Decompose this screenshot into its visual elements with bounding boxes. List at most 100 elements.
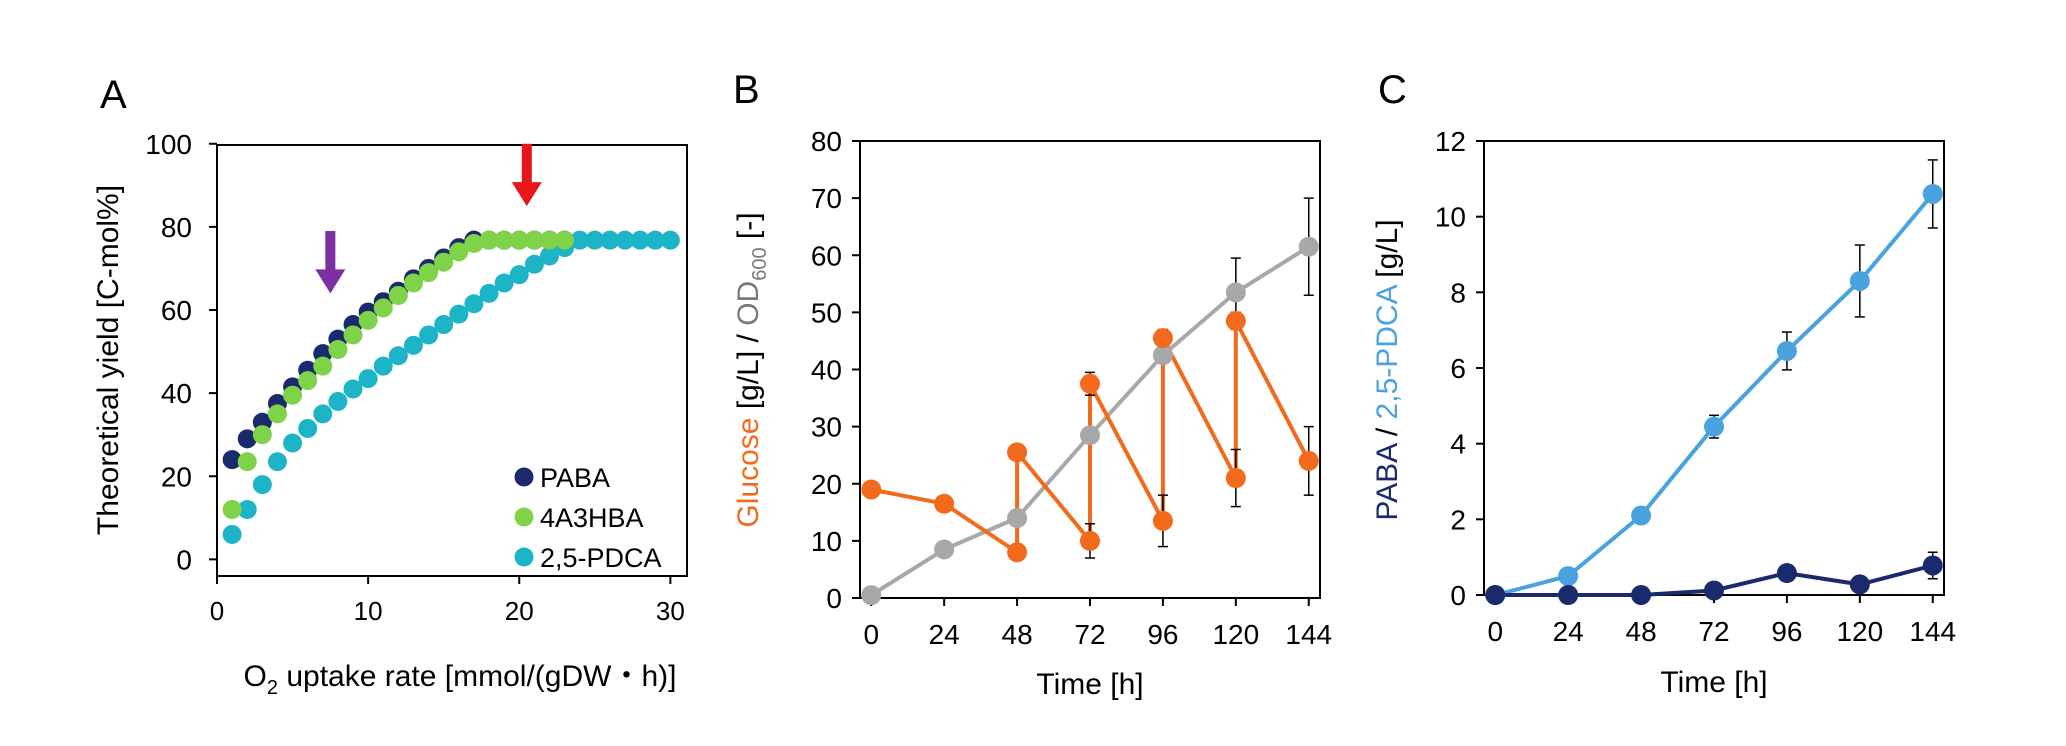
panel-c-y-tick-label: 10 <box>1435 202 1466 233</box>
panel-a-point-4a3hba <box>298 371 318 391</box>
legend-marker <box>514 467 534 487</box>
panel-a-point-4a3hba <box>494 230 514 250</box>
panel-a-point-4a3hba <box>343 325 363 345</box>
panel-b-point-glucose <box>1225 468 1246 489</box>
panel-a-point-25pdca <box>570 230 590 250</box>
panel-c-points <box>1485 183 1943 605</box>
panel-b-x-tick-label: 72 <box>1074 619 1105 650</box>
panel-a-point-25pdca <box>494 273 514 293</box>
panel-a-points <box>222 230 680 544</box>
panel-b-x-axis-label: Time [h] <box>1036 668 1143 701</box>
panel-a-point-25pdca <box>524 254 544 274</box>
panel-a-point-25pdca <box>267 452 287 472</box>
panel-c-point-25pdca <box>1558 566 1579 587</box>
panel-a-point-25pdca <box>237 500 257 520</box>
panel-a-point-25pdca <box>539 246 559 266</box>
legend-label: PABA <box>540 463 610 493</box>
panel-c-point-25pdca <box>1922 183 1943 204</box>
panel-a-point-4a3hba <box>313 356 333 376</box>
panel-a-point-25pdca <box>373 356 393 376</box>
panel-b-x-tick-label: 144 <box>1285 619 1332 650</box>
panel-b-point-od600 <box>1152 345 1173 366</box>
panel-c-y-tick-label: 6 <box>1450 353 1466 384</box>
panel-b-point-glucose <box>1080 373 1100 394</box>
panel-a-point-25pdca <box>419 325 439 345</box>
panel-a-point-25pdca <box>479 283 499 303</box>
panel-c-x-tick-label: 24 <box>1553 616 1584 647</box>
red-arrow <box>511 143 542 207</box>
panel-letter-c: C <box>1378 68 1407 112</box>
panel-c-y-tick-label: 12 <box>1435 126 1466 157</box>
legend-marker <box>514 547 534 567</box>
panel-b-y-tick-label: 20 <box>811 469 842 500</box>
panel-c-point-paba <box>1704 580 1724 601</box>
panel-c-point-paba <box>1485 585 1506 605</box>
panel-a-y-tick-label: 40 <box>161 378 192 409</box>
panel-a-point-4a3hba <box>267 404 287 424</box>
panel-c-point-25pdca <box>1776 340 1797 361</box>
panel-b-y-tick-label: 80 <box>811 126 842 157</box>
panel-b-point-glucose <box>1225 310 1246 331</box>
panel-a-point-4a3hba <box>524 230 544 250</box>
panel-a-point-4a3hba <box>464 234 484 254</box>
panel-c-x-axis-label: Time [h] <box>1660 666 1767 699</box>
panel-b-x-tick-label: 48 <box>1002 619 1033 650</box>
panel-b-point-od600 <box>1225 282 1246 303</box>
panel-a-y-tick-label: 0 <box>176 544 192 575</box>
panel-c-y-tick-label: 2 <box>1450 504 1466 535</box>
panel-c-x-tick-label: 96 <box>1771 616 1802 647</box>
panel-a-point-4a3hba <box>358 310 378 330</box>
panel-a-ticks: 0 20 40 60 80 100 0 10 20 30 <box>145 129 685 626</box>
panel-b-point-glucose <box>1080 530 1100 551</box>
panel-b-point-glucose <box>861 479 882 500</box>
panel-c-x-tick-label: 144 <box>1909 616 1956 647</box>
panel-a-point-25pdca <box>283 433 303 453</box>
panel-b-point-od600 <box>1080 425 1100 446</box>
panel-a-point-4a3hba <box>434 252 454 272</box>
panel-a-point-25pdca <box>388 346 408 366</box>
panel-a-point-25pdca <box>403 335 423 355</box>
panel-b-point-glucose <box>1152 328 1173 349</box>
panel-a-y-axis-label: Theoretical yield [C-mol%] <box>92 185 125 535</box>
panel-a-point-4a3hba <box>419 263 439 283</box>
panel-b-point-glucose <box>1007 542 1028 563</box>
panel-b-x-tick-label: 24 <box>929 619 960 650</box>
panel-a-point-25pdca <box>298 418 318 438</box>
panel-a-point-25pdca <box>464 294 484 314</box>
panel-a-x-tick-label: 30 <box>656 596 685 626</box>
panel-b-point-glucose <box>1152 510 1173 531</box>
panel-c-y-tick-label: 0 <box>1450 580 1466 611</box>
panel-b-y-tick-label: 10 <box>811 526 842 557</box>
panel-a-point-paba <box>222 450 242 470</box>
panel-b-point-glucose <box>934 493 955 514</box>
panel-a-x-tick-label: 20 <box>505 596 534 626</box>
panel-a-y-tick-label: 20 <box>161 461 192 492</box>
panel-b-point-glucose <box>1007 442 1028 463</box>
panel-a-point-25pdca <box>449 304 469 324</box>
panel-a-point-25pdca <box>252 475 272 495</box>
panel-c-point-paba <box>1922 555 1943 576</box>
panel-c-y-tick-label: 8 <box>1450 277 1466 308</box>
panel-c-x-tick-label: 120 <box>1836 616 1883 647</box>
legend-label: 4A3HBA <box>540 503 644 533</box>
panel-a-point-25pdca <box>660 230 680 250</box>
panel-c-point-25pdca <box>1631 505 1652 526</box>
panel-b-y-tick-label: 60 <box>811 240 842 271</box>
panel-c-point-25pdca <box>1849 270 1870 291</box>
panel-a-point-4a3hba <box>222 500 242 520</box>
panel-a-point-4a3hba <box>449 242 469 262</box>
panel-b-point-od600 <box>1007 508 1028 529</box>
panel-a-point-25pdca <box>615 230 635 250</box>
panel-a-point-4a3hba <box>388 285 408 305</box>
panel-b-x-tick-label: 120 <box>1212 619 1259 650</box>
panel-b-x-tick-label: 96 <box>1147 619 1178 650</box>
panel-a-y-tick-label: 100 <box>145 129 192 160</box>
panel-b-y-tick-label: 70 <box>811 183 842 214</box>
panel-a-point-25pdca <box>585 230 605 250</box>
panel-a-y-tick-label: 60 <box>161 295 192 326</box>
legend-label: 2,5-PDCA <box>540 543 662 573</box>
purple-arrow <box>315 231 346 294</box>
panel-c-x-tick-label: 48 <box>1626 616 1657 647</box>
